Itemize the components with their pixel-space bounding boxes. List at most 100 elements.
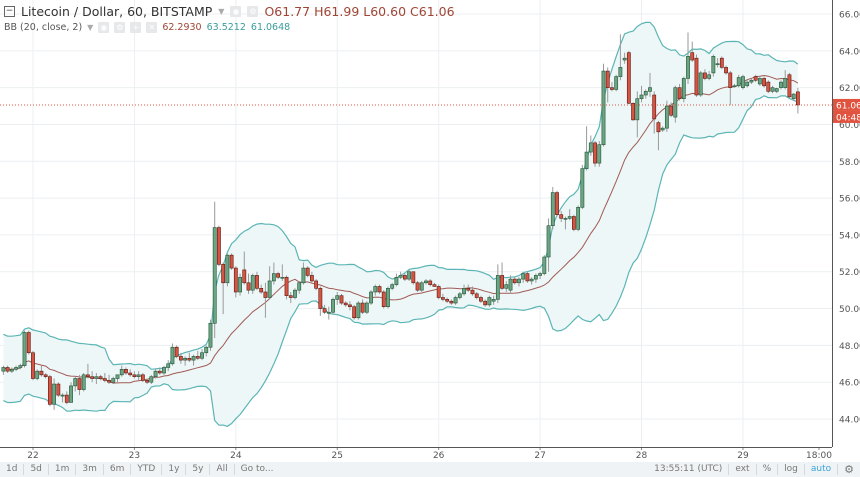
visibility-icon[interactable]: ◉ [230, 6, 242, 17]
candle-down [77, 378, 82, 390]
candle-down [322, 308, 327, 313]
x-tick-label: 27 [534, 451, 545, 461]
candle-up [208, 322, 213, 348]
candle-up [453, 297, 458, 304]
candle-up [149, 376, 154, 383]
candle-up [521, 273, 526, 280]
open-label: O [264, 4, 275, 19]
range-6m[interactable]: 6m [104, 464, 132, 475]
candle-up [533, 275, 538, 280]
y-tick-label: 50.00 [839, 305, 860, 315]
log-toggle[interactable]: log [778, 464, 805, 475]
candle-down [233, 267, 238, 293]
goto-button[interactable]: Go to... [240, 464, 274, 474]
candle-up [711, 56, 716, 74]
candle-down [441, 297, 445, 300]
candle-down [466, 288, 471, 291]
candle-up [212, 227, 217, 324]
percent-toggle[interactable]: % [757, 464, 779, 475]
candle-up [487, 297, 492, 306]
candle-up [576, 207, 581, 230]
auto-toggle[interactable]: auto [805, 464, 839, 475]
candle-down [259, 288, 264, 293]
candle-up [419, 282, 424, 291]
candle-down [474, 293, 479, 298]
candle-up [94, 376, 99, 379]
candle-down [652, 94, 657, 120]
candle-down [703, 72, 707, 79]
candle-down [343, 302, 348, 306]
dropdown-caret-icon[interactable]: ▼ [218, 7, 225, 16]
candle-up [622, 57, 627, 61]
candle-down [107, 380, 111, 383]
candle-down [187, 357, 192, 361]
remove-icon[interactable]: ✕ [146, 22, 158, 33]
candle-up [280, 276, 285, 279]
candle-up [639, 94, 644, 99]
indicator-name[interactable]: BB (20, close, 2) [4, 22, 83, 33]
candle-up [373, 286, 378, 293]
price-chart[interactable]: 44.00 46.00 48.00 50.00 52.00 54.00 56.00 58.00… [0, 0, 860, 462]
candle-down [263, 291, 268, 298]
candle-down [555, 192, 559, 215]
candle-up [204, 346, 209, 354]
range-1d[interactable]: 1d [0, 464, 25, 475]
candle-down [102, 378, 107, 381]
candle-up [35, 370, 40, 379]
clock[interactable]: 13:55:11 (UTC) [648, 464, 730, 475]
dropdown-caret-icon[interactable]: ▼ [87, 23, 94, 32]
candle-up [1, 367, 6, 372]
candle-up [364, 302, 369, 313]
range-1y[interactable]: 1y [162, 464, 187, 475]
candle-up [779, 81, 783, 88]
visibility-icon[interactable]: ◉ [98, 22, 110, 33]
range-3m[interactable]: 3m [76, 464, 104, 475]
candle-up [660, 127, 665, 131]
collapse-icon[interactable]: − [4, 6, 15, 17]
range-ytd[interactable]: YTD [131, 464, 163, 475]
candle-up [183, 357, 188, 361]
range-5y[interactable]: 5y [186, 464, 211, 475]
symbol-title[interactable]: Litecoin / Dollar, 60, BITSTAMP [21, 4, 213, 19]
candle-down [132, 374, 137, 377]
candle-down [221, 264, 226, 284]
x-tick-label: 18:00 [806, 451, 832, 461]
range-5d[interactable]: 5d [24, 464, 49, 475]
range-all[interactable]: All [210, 464, 235, 475]
candle-up [508, 278, 513, 291]
candle-down [174, 346, 179, 357]
candle-up [783, 78, 788, 88]
gear-icon[interactable]: ⚙ [844, 463, 854, 476]
candle-down [128, 372, 133, 376]
bollinger-lower-line [3, 95, 799, 427]
candle-up [580, 168, 585, 208]
candle-up [736, 77, 741, 87]
add-icon[interactable]: + [130, 22, 142, 33]
x-tick-label: 25 [332, 451, 343, 461]
candle-up [398, 275, 403, 278]
y-tick-label: 64.00 [839, 47, 860, 57]
candle-down [449, 300, 454, 304]
range-1m[interactable]: 1m [49, 464, 77, 475]
settings-icon[interactable]: ⚙ [247, 6, 259, 17]
candle-down [381, 291, 386, 308]
candle-up [614, 76, 619, 90]
candle-down [694, 57, 699, 96]
candle-down [432, 284, 437, 287]
settings-icon[interactable]: ⚙ [114, 22, 126, 33]
candle-down [626, 52, 631, 104]
candle-down [246, 282, 251, 291]
candle-down [360, 302, 365, 313]
candle-up [770, 87, 775, 92]
candle-up [69, 385, 73, 403]
candle-down [479, 297, 483, 302]
low-label: L [363, 4, 371, 19]
indicator-legend: BB (20, close, 2) ▼ ◉ ⚙ + ✕ 62.2930 63.5… [4, 22, 290, 33]
candle-up [563, 218, 568, 220]
ext-toggle[interactable]: ext [729, 464, 757, 475]
candle-up [791, 93, 796, 99]
candle-down [572, 216, 576, 230]
candle-up [331, 299, 335, 313]
y-tick-label: 58.00 [839, 158, 860, 168]
candle-down [415, 282, 420, 291]
